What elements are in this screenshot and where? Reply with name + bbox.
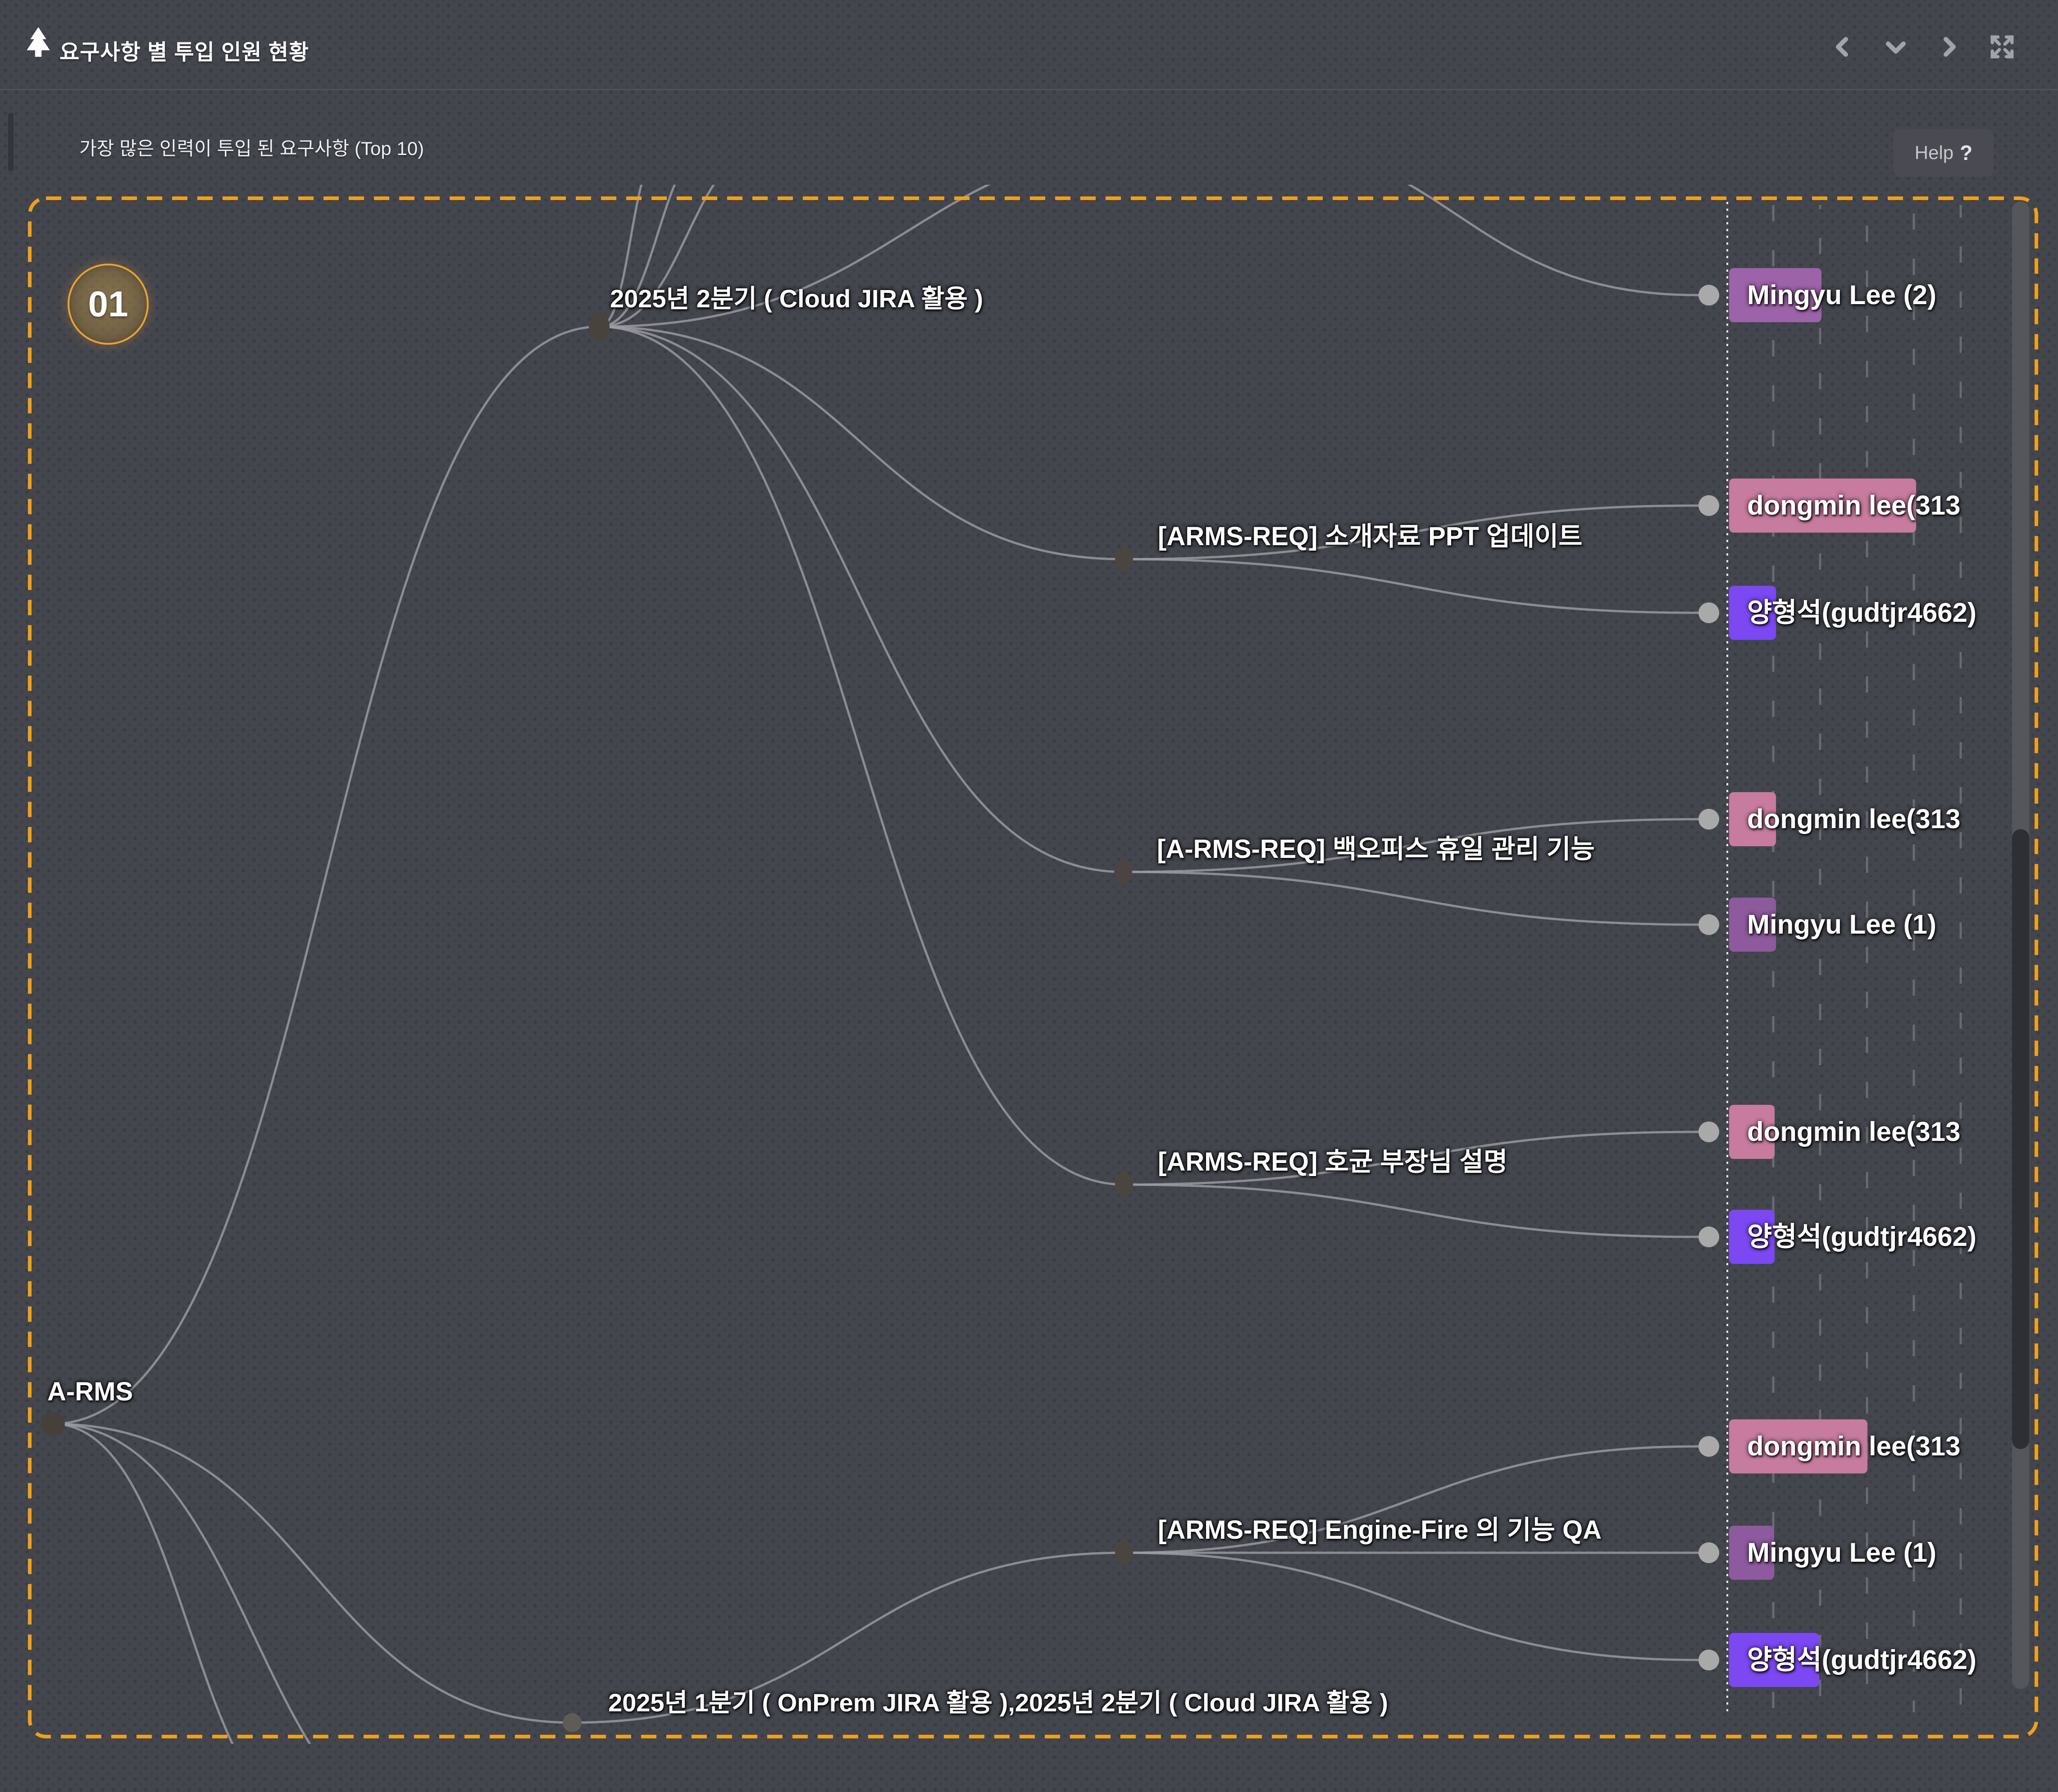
chevron-left-icon[interactable]	[1828, 32, 1857, 61]
help-label: Help	[1914, 142, 1954, 163]
person-row[interactable]: dongmin lee(313	[1729, 1419, 2012, 1473]
person-highlight	[1729, 898, 1776, 952]
person-row[interactable]: Mingyu Lee (1)	[1729, 898, 2012, 952]
requirement-node[interactable]	[1115, 1540, 1133, 1565]
requirement-label[interactable]: [ARMS-REQ] Engine-Fire 의 기능 QA	[1158, 1515, 1602, 1545]
leaf-node[interactable]	[1698, 914, 1719, 935]
person-highlight	[1729, 1210, 1775, 1264]
edge	[598, 325, 1125, 561]
requirement-node[interactable]	[1115, 547, 1133, 572]
edge-offscreen	[51, 1423, 234, 1744]
edge	[1122, 818, 1700, 873]
help-button[interactable]: Help ?	[1894, 129, 1994, 177]
leaf-node[interactable]	[1698, 1650, 1719, 1670]
edge-offscreen	[598, 185, 991, 328]
person-label: 양형석(gudtjr4662)	[1747, 1222, 1976, 1252]
leaf-node[interactable]	[1698, 1436, 1719, 1457]
edge	[571, 1551, 1125, 1724]
edge-offscreen	[598, 185, 715, 328]
scrollbar-thumb[interactable]	[2012, 829, 2029, 1449]
leaf-node[interactable]	[1698, 809, 1719, 830]
edge	[51, 325, 601, 1425]
edge	[1123, 1445, 1700, 1554]
person-row[interactable]: dongmin lee(313	[1729, 792, 2012, 846]
person-label: dongmin lee(313	[1747, 490, 1961, 520]
requirement-label[interactable]: [A-RMS-REQ] 백오피스 휴일 관리 기능	[1157, 834, 1595, 864]
widget-toolbar	[1828, 32, 2017, 61]
chart-subtitle: 가장 많은 인력이 투입 된 요구사항 (Top 10)	[79, 138, 424, 159]
quarter-node-label[interactable]: 2025년 1분기 ( OnPrem JIRA 활용 ),2025년 2분기 (…	[608, 1688, 1388, 1717]
leaf-node[interactable]	[1698, 1542, 1719, 1563]
person-highlight	[1729, 1419, 1867, 1473]
branch-node[interactable]	[563, 1713, 582, 1732]
leaf-node[interactable]	[1698, 602, 1719, 623]
edge	[51, 1423, 574, 1724]
widget-title: 요구사항 별 투입 인원 현황	[59, 41, 310, 64]
panel-edge-shadow	[8, 113, 14, 171]
person-row[interactable]: dongmin lee(313	[1729, 479, 2012, 533]
requirement-node[interactable]	[1114, 859, 1132, 885]
requirement-label[interactable]: [ARMS-REQ] 소개자료 PPT 업데이트	[1158, 522, 1583, 551]
edge-offscreen	[598, 185, 676, 328]
chevron-down-icon[interactable]	[1881, 32, 1910, 61]
person-row[interactable]: 양형석(gudtjr4662)	[1729, 1633, 2012, 1687]
person-label: dongmin lee(313	[1747, 1117, 1961, 1147]
person-label: dongmin lee(313	[1747, 1431, 1961, 1461]
quarter-node-label[interactable]: 2025년 2분기 ( Cloud JIRA 활용 )	[610, 284, 983, 313]
person-highlight	[1729, 586, 1776, 640]
edge	[1123, 558, 1700, 614]
person-label: 양형석(gudtjr4662)	[1747, 597, 1976, 628]
header-separator	[0, 89, 2058, 90]
person-label: dongmin lee(313	[1747, 804, 1961, 834]
person-highlight	[1729, 479, 1916, 533]
chevron-right-icon[interactable]	[1935, 32, 1963, 61]
person-row[interactable]: dongmin lee(313	[1729, 1105, 2012, 1159]
edge	[1123, 1131, 1700, 1186]
edge-offscreen	[598, 185, 643, 328]
root-node[interactable]	[41, 1412, 65, 1436]
rank-badge: 01	[68, 264, 149, 345]
leaf-node[interactable]	[1698, 285, 1719, 306]
person-highlight	[1729, 792, 1776, 846]
leaf-node[interactable]	[1698, 1122, 1719, 1142]
leaf-node[interactable]	[1698, 1227, 1719, 1247]
person-rows-layer: Mingyu Lee (2) dongmin lee(313 양형석(gudtjr4…	[1729, 0, 2012, 1792]
edge-offscreen	[1407, 185, 1700, 296]
person-row[interactable]: Mingyu Lee (2)	[1729, 268, 2012, 322]
edge	[1123, 1183, 1700, 1238]
edge-offscreen	[51, 1423, 311, 1744]
question-mark-icon: ?	[1960, 141, 1973, 164]
person-highlight	[1729, 1633, 1819, 1687]
tree-root-label[interactable]: A-RMS	[47, 1377, 133, 1406]
edge	[598, 325, 1125, 1186]
person-row[interactable]: Mingyu Lee (1)	[1729, 1526, 2012, 1580]
expand-icon[interactable]	[1988, 32, 2017, 61]
person-label: Mingyu Lee (1)	[1747, 909, 1937, 939]
edge	[1122, 871, 1700, 926]
tree-icon	[23, 26, 53, 60]
person-highlight	[1729, 1105, 1775, 1159]
person-highlight	[1729, 268, 1821, 322]
edge	[598, 325, 1125, 873]
requirement-label[interactable]: [ARMS-REQ] 호균 부장님 설명	[1158, 1147, 1508, 1176]
edge	[1123, 1551, 1700, 1661]
person-label: Mingyu Lee (1)	[1747, 1537, 1937, 1568]
person-row[interactable]: 양형석(gudtjr4662)	[1729, 1210, 2012, 1264]
requirement-node[interactable]	[1115, 1172, 1133, 1197]
edge	[1123, 504, 1700, 561]
highlight-border	[28, 196, 2038, 1738]
person-row[interactable]: 양형석(gudtjr4662)	[1729, 586, 2012, 640]
person-highlight	[1729, 1526, 1774, 1580]
branch-node[interactable]	[589, 312, 610, 342]
person-label: Mingyu Lee (2)	[1747, 280, 1937, 310]
leaf-node[interactable]	[1698, 495, 1719, 516]
person-label: 양형석(gudtjr4662)	[1747, 1645, 1976, 1675]
